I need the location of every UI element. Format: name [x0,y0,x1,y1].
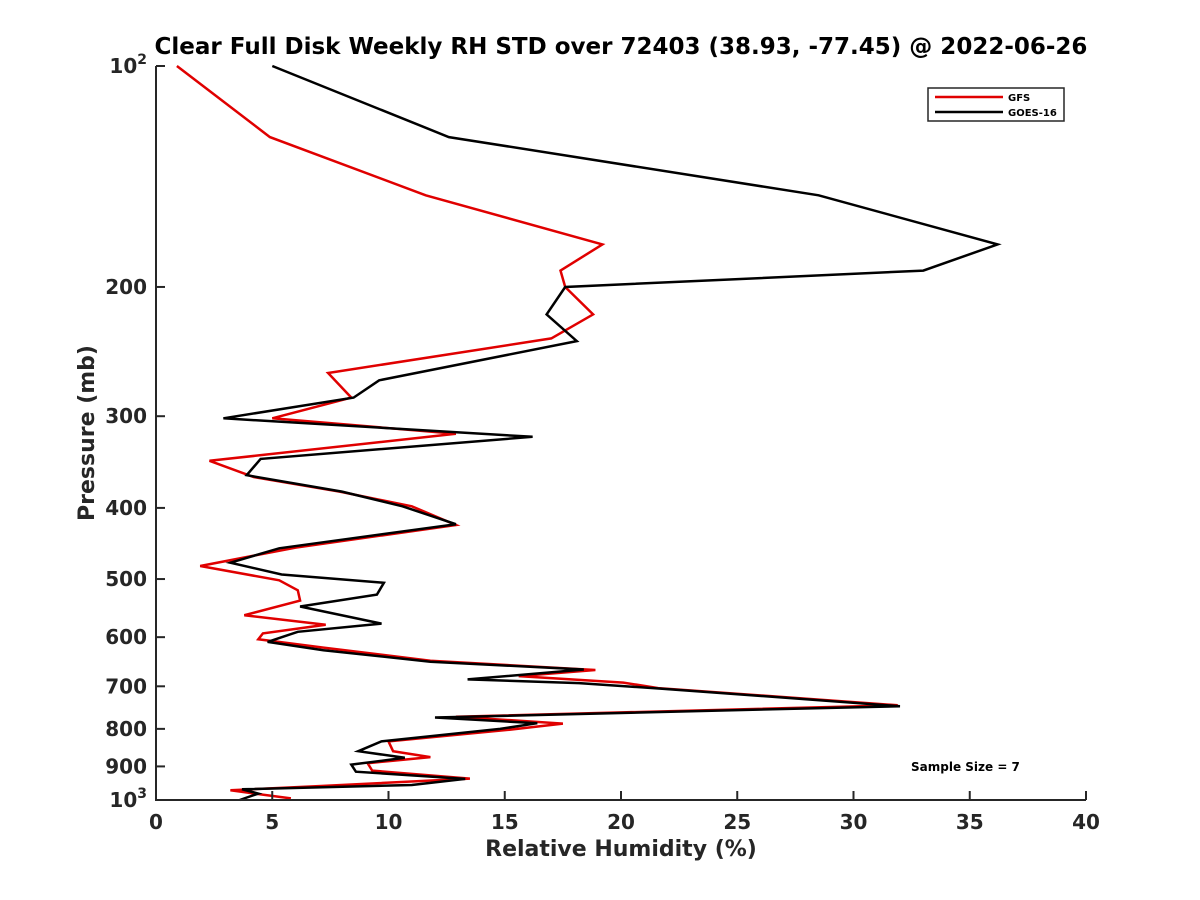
y-tick-label: 102 [109,52,147,78]
legend-box [927,87,1065,122]
legend-label-goes16: GOES-16 [1008,108,1057,119]
y-tick-label: 600 [105,625,147,649]
y-tick-label: 900 [105,754,147,778]
x-tick-label: 0 [149,810,163,834]
x-tick-label: 25 [723,810,751,834]
x-tick-label: 15 [491,810,519,834]
series-line-gfs [176,65,898,800]
x-tick-label: 20 [607,810,635,834]
y-tick-label: 700 [105,674,147,698]
y-tick-label: 400 [105,496,147,520]
x-tick-label: 35 [956,810,984,834]
y-tick-label: 500 [105,567,147,591]
y-tick-label: 300 [105,404,147,428]
axis-frame [155,66,1086,801]
y-tick-label: 200 [105,275,147,299]
series-layer [176,64,1002,802]
x-tick-label: 40 [1072,810,1100,834]
x-tick-label: 30 [840,810,868,834]
y-tick-label: 103 [109,786,147,812]
x-tick-label: 10 [375,810,403,834]
y-axis-label: Pressure (mb) [75,345,100,521]
chart-title: Clear Full Disk Weekly RH STD over 72403… [155,34,1088,60]
series-line-goes16 [223,64,1002,802]
y-axis: 102 200 300 400 500 600 700 800 900 103 [105,52,165,812]
legend-label-gfs: GFS [1008,93,1030,104]
sample-size-note: Sample Size = 7 [911,760,1020,774]
x-axis-label: Relative Humidity (%) [485,837,757,862]
y-tick-label: 800 [105,717,147,741]
x-tick-label: 5 [265,810,279,834]
x-axis: 0 5 10 15 20 25 30 35 40 [149,791,1100,834]
legend: GFS GOES-16 [927,87,1065,122]
